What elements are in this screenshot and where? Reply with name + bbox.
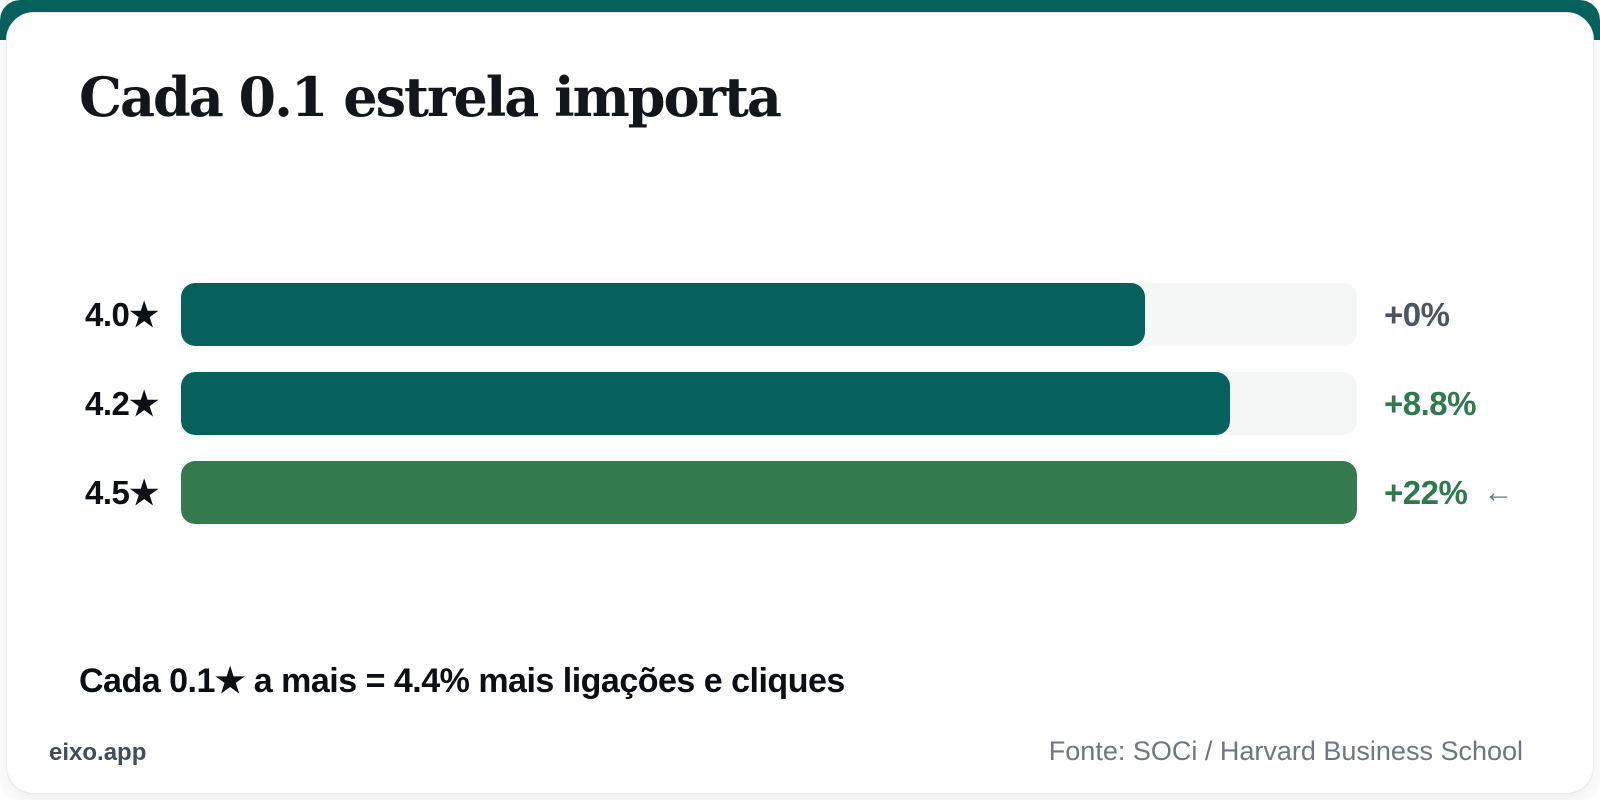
bar-value-label: +8.8%: [1384, 384, 1477, 423]
bar-track: [181, 461, 1357, 524]
bar-value-label: +0%: [1384, 295, 1450, 334]
bar-fill: [181, 461, 1357, 524]
bar-track: [181, 372, 1357, 435]
bar-category-label: 4.0★: [85, 296, 159, 333]
takeaway-text: Cada 0.1★ a mais = 4.4% mais ligações e …: [79, 662, 845, 700]
bar-category-label: 4.2★: [85, 385, 159, 422]
bar-value-label: +22% ←: [1384, 474, 1513, 512]
footer: eixo.app Fonte: SOCi / Harvard Business …: [49, 736, 1523, 767]
highlight-arrow-icon: ←: [1483, 475, 1513, 509]
bar-value-text: +22%: [1384, 473, 1468, 511]
chart-card: Cada 0.1 estrela importa 4.0★ +0% 4.2★: [6, 12, 1594, 794]
source-attribution: Fonte: SOCi / Harvard Business School: [1048, 736, 1523, 766]
brand-label: eixo.app: [49, 739, 147, 766]
bar-row: 4.2★ +8.8%: [7, 372, 1593, 435]
bar-row: 4.5★ +22% ←: [7, 461, 1593, 524]
bar-value-text: +8.8%: [1384, 384, 1477, 422]
bar-chart: 4.0★ +0% 4.2★ +8.8%: [7, 283, 1593, 550]
bar-fill: [181, 372, 1230, 435]
bar-value-text: +0%: [1384, 295, 1450, 333]
bar-category-label: 4.5★: [85, 474, 159, 511]
bar-track: [181, 283, 1357, 346]
bar-row: 4.0★ +0%: [7, 283, 1593, 346]
bar-fill: [181, 283, 1146, 346]
page-title: Cada 0.1 estrela importa: [79, 65, 782, 129]
